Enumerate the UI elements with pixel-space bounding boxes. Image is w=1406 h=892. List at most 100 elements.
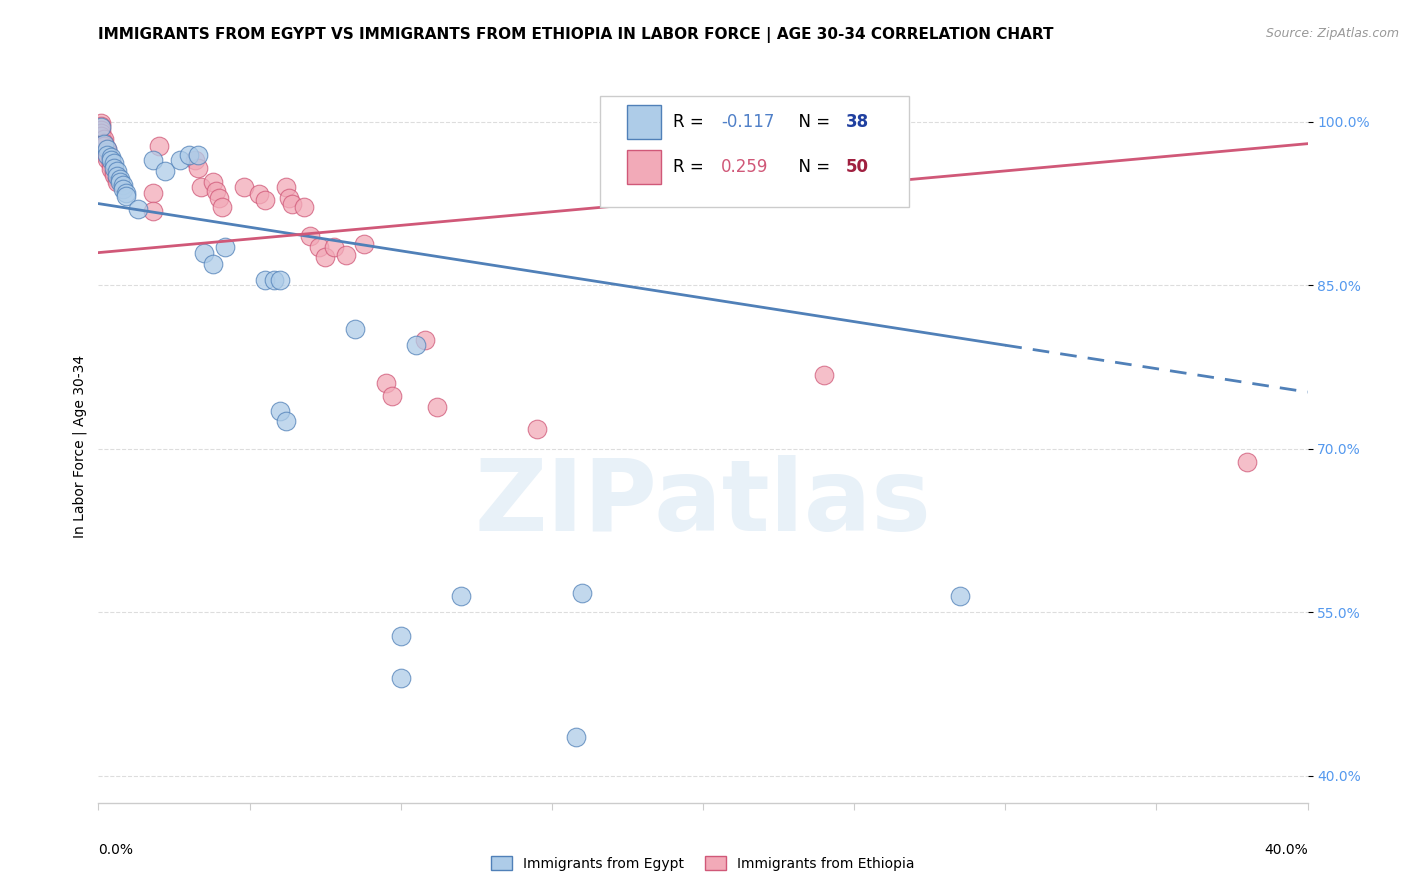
Point	[90, 129, 112, 144]
Point	[103, 168, 125, 182]
Point	[335, 248, 357, 262]
Point	[100, 158, 122, 172]
Point	[142, 204, 165, 219]
Point	[232, 180, 254, 194]
Point	[114, 189, 136, 203]
Point	[108, 175, 131, 189]
Point	[93, 136, 115, 151]
FancyBboxPatch shape	[600, 96, 908, 207]
Point	[153, 164, 176, 178]
Point	[205, 184, 228, 198]
Point	[281, 196, 304, 211]
Point	[413, 333, 436, 347]
Point	[103, 161, 125, 175]
Text: N =: N =	[787, 113, 835, 131]
Point	[405, 338, 427, 352]
Text: IMMIGRANTS FROM EGYPT VS IMMIGRANTS FROM ETHIOPIA IN LABOR FORCE | AGE 30-34 COR: IMMIGRANTS FROM EGYPT VS IMMIGRANTS FROM…	[98, 27, 1054, 43]
Point	[247, 186, 270, 201]
Point	[426, 401, 449, 415]
Text: 40.0%: 40.0%	[1264, 843, 1308, 857]
Y-axis label: In Labor Force | Age 30-34: In Labor Force | Age 30-34	[73, 354, 87, 538]
Point	[93, 136, 115, 150]
Point	[323, 240, 346, 254]
Point	[96, 152, 118, 166]
Text: ZIPatlas: ZIPatlas	[475, 455, 931, 551]
Point	[184, 153, 207, 167]
Point	[274, 180, 297, 194]
Point	[277, 191, 299, 205]
Point	[108, 171, 131, 186]
Point	[142, 186, 165, 200]
Point	[274, 415, 297, 429]
Point	[308, 240, 330, 254]
Text: Source: ZipAtlas.com: Source: ZipAtlas.com	[1265, 27, 1399, 40]
Point	[353, 236, 375, 251]
Point	[96, 147, 118, 161]
Point	[96, 142, 118, 156]
Text: 50: 50	[845, 158, 869, 176]
Point	[100, 150, 122, 164]
Point	[100, 153, 122, 167]
Point	[187, 161, 209, 175]
Point	[103, 165, 125, 179]
Point	[90, 122, 112, 136]
Point	[202, 256, 225, 270]
Point	[96, 145, 118, 160]
Point	[148, 139, 170, 153]
Point	[111, 182, 134, 196]
Point	[314, 250, 336, 264]
FancyBboxPatch shape	[627, 150, 661, 185]
Point	[813, 368, 835, 382]
Point	[526, 422, 548, 436]
Point	[100, 155, 122, 169]
Text: -0.117: -0.117	[721, 113, 775, 131]
Point	[214, 240, 236, 254]
Point	[193, 245, 215, 260]
Point	[374, 376, 396, 391]
Point	[127, 202, 149, 216]
Point	[269, 273, 291, 287]
Point	[90, 126, 112, 140]
Point	[105, 175, 128, 189]
Point	[114, 186, 136, 200]
Legend: Immigrants from Egypt, Immigrants from Ethiopia: Immigrants from Egypt, Immigrants from E…	[486, 850, 920, 876]
Text: 0.0%: 0.0%	[98, 843, 134, 857]
Text: 0.259: 0.259	[721, 158, 769, 176]
Point	[381, 389, 404, 403]
Point	[1236, 455, 1258, 469]
Point	[949, 589, 972, 603]
Point	[93, 139, 115, 153]
Point	[90, 120, 112, 135]
Point	[105, 164, 128, 178]
Point	[571, 585, 593, 599]
Point	[344, 322, 367, 336]
Point	[187, 147, 209, 161]
Point	[253, 273, 276, 287]
Point	[211, 200, 233, 214]
Point	[450, 589, 472, 603]
Point	[208, 191, 231, 205]
Point	[96, 149, 118, 163]
Text: R =: R =	[672, 113, 709, 131]
Point	[253, 194, 276, 208]
Point	[111, 178, 134, 192]
Point	[93, 132, 115, 146]
Point	[105, 169, 128, 184]
Point	[292, 200, 315, 214]
Point	[142, 153, 165, 167]
Point	[389, 671, 412, 685]
Point	[169, 153, 191, 167]
Point	[263, 273, 285, 287]
Point	[105, 171, 128, 186]
Point	[269, 403, 291, 417]
Text: 38: 38	[845, 113, 869, 131]
Point	[299, 229, 322, 244]
Point	[177, 147, 201, 161]
Point	[103, 156, 125, 170]
Point	[190, 180, 212, 194]
Point	[100, 161, 122, 176]
Point	[90, 120, 112, 134]
Point	[565, 731, 588, 745]
FancyBboxPatch shape	[627, 104, 661, 139]
Point	[202, 175, 225, 189]
